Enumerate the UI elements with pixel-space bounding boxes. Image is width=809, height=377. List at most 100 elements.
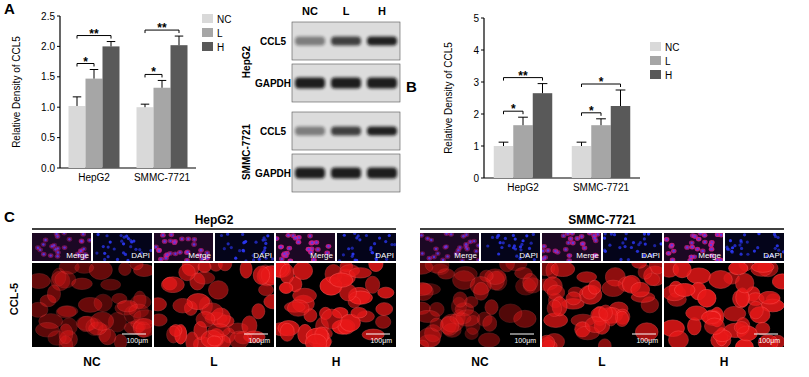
blot-row-label: CCL5 (260, 126, 287, 137)
error-cap (141, 104, 150, 105)
cell (545, 248, 551, 253)
legend-swatch (650, 42, 661, 51)
group-title: HepG2 (195, 213, 234, 227)
nucleus (288, 247, 290, 249)
condition-label: H (720, 355, 729, 369)
cell (587, 233, 593, 235)
nucleus (594, 237, 596, 239)
nucleus (647, 233, 650, 235)
nucleus (618, 246, 621, 249)
error-bar (107, 42, 116, 47)
error-bar (577, 142, 587, 146)
nucleus (242, 241, 245, 244)
cell (443, 244, 449, 249)
cell (696, 237, 702, 242)
nucleus (774, 247, 777, 250)
cell (569, 233, 575, 236)
nucleus (388, 234, 391, 237)
cell (253, 266, 269, 284)
nucleus (351, 252, 354, 255)
nucleus (671, 259, 673, 261)
nucleus (567, 242, 569, 244)
cell (582, 246, 588, 251)
nucleus (782, 250, 784, 253)
error-bar (158, 80, 167, 87)
cell (49, 244, 55, 249)
blot-row-label: GAPDH (255, 168, 291, 179)
nucleus (158, 249, 160, 251)
micrograph (542, 233, 601, 261)
nucleus (276, 237, 278, 239)
cell (735, 273, 753, 293)
cell (280, 323, 294, 341)
cell (718, 233, 723, 237)
micrograph (420, 233, 479, 261)
nucleus (671, 244, 673, 246)
scale-bar (244, 334, 268, 335)
blot-membrane (292, 22, 400, 60)
blot-band (295, 127, 325, 136)
error-stem (523, 117, 524, 125)
image-background (542, 233, 601, 261)
scale-bar (510, 334, 534, 335)
cell (734, 321, 749, 333)
nucleus (567, 233, 569, 235)
error-stem (620, 90, 621, 106)
blot-membrane (292, 112, 400, 150)
chart: 012345Relative Density of CCL5HepG2SMMC-… (443, 13, 679, 194)
cell (305, 334, 326, 347)
nucleus (653, 244, 656, 247)
nucleus (446, 255, 448, 257)
nucleus (43, 253, 45, 255)
nucleus (169, 240, 171, 242)
cell (588, 280, 601, 294)
nucleus (528, 247, 531, 250)
error-cap (107, 41, 116, 42)
nucleus (673, 250, 675, 252)
cell (252, 304, 265, 319)
cell (130, 263, 143, 270)
cell (169, 233, 175, 237)
blot-membrane (292, 154, 400, 192)
nucleus (343, 234, 346, 237)
nucleus (116, 258, 119, 261)
nucleus (740, 247, 743, 250)
panel-label: C (4, 208, 15, 225)
nucleus (435, 248, 437, 250)
cell (580, 241, 586, 246)
nucleus (521, 239, 524, 242)
legend-swatch (202, 14, 213, 23)
nucleus (499, 241, 502, 244)
error-bar (518, 117, 528, 125)
nucleus (371, 251, 374, 254)
nucleus (126, 259, 129, 261)
scale-bar-label: 100μm (514, 337, 536, 345)
cell (75, 263, 94, 273)
nucleus (129, 245, 132, 248)
image-label: DAPI (641, 251, 660, 260)
cell (664, 237, 669, 242)
scale-bar (754, 334, 778, 335)
image-background (664, 233, 723, 261)
micrograph (337, 233, 396, 261)
figure: ABC0.00.51.01.52.02.5Relative Density of… (0, 0, 809, 377)
cell (515, 268, 533, 279)
image-label: Merge (188, 251, 211, 260)
nucleus (442, 259, 444, 261)
cell (229, 331, 248, 347)
cell (198, 263, 211, 273)
nucleus (697, 238, 699, 240)
blot-band (367, 127, 397, 136)
nucleus (445, 245, 447, 247)
legend-label: L (217, 28, 223, 39)
cell (154, 314, 167, 326)
category-label: SMMC-7721 (134, 172, 191, 183)
nucleus (746, 240, 749, 243)
tick-label: 3 (473, 77, 479, 88)
cell (430, 318, 443, 331)
scale-bar (632, 334, 656, 335)
tick-label: 0.5 (41, 132, 55, 143)
nucleus (583, 247, 585, 249)
nucleus (756, 246, 759, 249)
cell (748, 301, 763, 319)
